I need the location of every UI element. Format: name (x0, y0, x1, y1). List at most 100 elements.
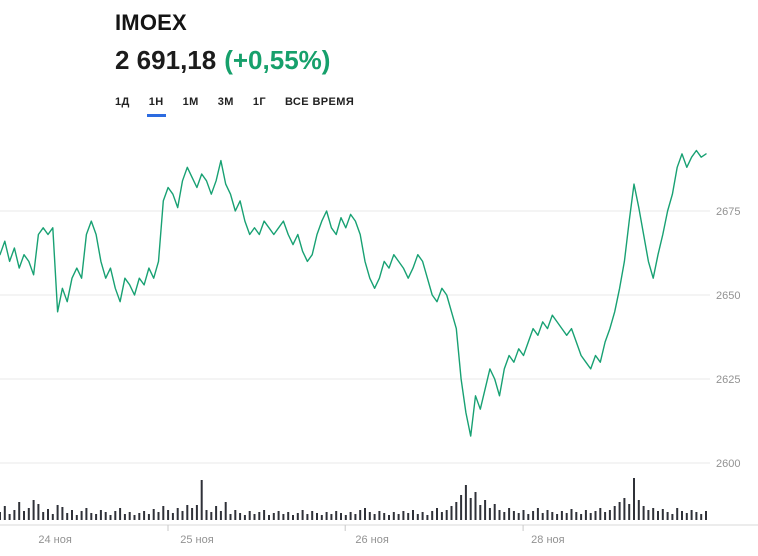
volume-bar (551, 512, 554, 520)
volume-bar (176, 508, 179, 520)
volume-bar (42, 512, 45, 520)
price-line (0, 149, 707, 437)
volume-bar (584, 510, 587, 520)
volume-bar (51, 514, 54, 520)
volume-bar (287, 512, 290, 520)
tab-all[interactable]: ВСЕ ВРЕМЯ (284, 96, 355, 108)
tab-1m[interactable]: 1М (182, 96, 199, 108)
volume-bar (421, 512, 424, 520)
volume-bar (690, 510, 693, 520)
volume-bar (633, 478, 635, 520)
volume-bar (613, 506, 616, 520)
quote-header: IMOEX 2 691,18 (+0,55%) 1Д 1Н 1М 3М 1Г ВСЕ ВРЕ… (115, 10, 354, 117)
volume-bar (570, 509, 573, 520)
volume-bar (344, 515, 347, 520)
x-axis-label: 26 ноя (355, 534, 388, 546)
volume-bar (426, 515, 429, 520)
volume-bar (685, 513, 688, 520)
volume-bar (652, 508, 655, 520)
volume-bar (517, 513, 520, 520)
volume-bar (536, 508, 539, 520)
volume-bar (671, 514, 674, 520)
volume-bar (436, 508, 438, 520)
volume-bar (666, 512, 669, 520)
volume-bar (234, 510, 237, 520)
y-axis-label: 2650 (716, 290, 740, 302)
volume-bar (479, 505, 482, 520)
volume-bar (580, 514, 583, 520)
volume-bar (152, 509, 155, 520)
volume-bar (219, 511, 222, 520)
volume-bar (95, 514, 98, 520)
tab-1d[interactable]: 1Д (115, 96, 130, 108)
volume-bar (61, 507, 64, 520)
volume-bar (205, 510, 208, 520)
volume-bar (392, 512, 395, 520)
price-row: 2 691,18 (+0,55%) (115, 45, 354, 76)
volume-bar (27, 508, 30, 520)
volume-bar (402, 511, 405, 520)
volume-bar (589, 513, 592, 520)
volume-bar (522, 510, 525, 520)
volume-bar (138, 513, 141, 520)
volume-bar (484, 500, 487, 520)
volume-bar (114, 511, 117, 520)
period-tabs: 1Д 1Н 1М 3М 1Г ВСЕ ВРЕМЯ (115, 96, 354, 117)
x-axis-label: 25 ноя (180, 534, 213, 546)
price-chart[interactable]: 2675 2650 2625 2600 24 ноя 25 ноя 26 ноя 28 ноя (0, 134, 758, 556)
volume-bar (378, 511, 381, 520)
volume-bar (431, 511, 434, 520)
volume-bar (388, 515, 390, 520)
volume-bar (608, 510, 611, 520)
volume-bar (661, 509, 664, 520)
tab-1y[interactable]: 1Г (252, 96, 266, 108)
volume-bar (85, 508, 88, 520)
y-axis-label: 2600 (716, 458, 740, 470)
volume-bar (460, 495, 463, 520)
volume-bar (464, 485, 467, 520)
volume-bar (705, 511, 707, 520)
volume-bar (469, 498, 472, 520)
last-price: 2 691,18 (115, 45, 217, 75)
volume-bar (373, 514, 376, 520)
volume-bar (243, 515, 246, 520)
volume-bar (109, 515, 112, 520)
volume-bar (71, 510, 73, 520)
volume-bar (628, 504, 631, 520)
volume-bar (229, 514, 232, 520)
y-axis-label: 2675 (716, 206, 740, 218)
volume-bar (3, 506, 6, 520)
volume-bar (90, 513, 93, 520)
volume-bar (604, 512, 607, 520)
volume-bar (239, 513, 242, 520)
volume-bar (13, 510, 16, 520)
volume-bar (681, 511, 683, 520)
volume-bar (455, 502, 458, 520)
volume-bar (527, 514, 530, 520)
volume-bar (128, 512, 131, 520)
volume-bar (99, 510, 102, 520)
volume-bar (282, 514, 285, 520)
volume-bar (637, 500, 640, 520)
volume-bar (330, 514, 333, 520)
tab-1w[interactable]: 1Н (146, 96, 166, 117)
volume-bar (224, 502, 227, 520)
volume-bar (541, 513, 544, 520)
volume-bar (191, 508, 194, 520)
volume-bar (292, 515, 294, 520)
volume-bar (695, 512, 698, 520)
volume-bar (200, 480, 203, 520)
volume-bar (143, 511, 146, 520)
volume-bar (32, 500, 35, 520)
volume-bar (66, 513, 69, 520)
y-axis-label: 2625 (716, 374, 740, 386)
volume-bar (248, 511, 251, 520)
volume-bar (306, 514, 309, 520)
volume-bar (325, 512, 328, 520)
volume-bar (340, 513, 342, 520)
volume-bar (445, 510, 448, 520)
volume-bar (162, 506, 165, 520)
volume-bar (440, 512, 443, 520)
tab-3m[interactable]: 3М (217, 96, 234, 108)
volume-bar (181, 511, 184, 520)
